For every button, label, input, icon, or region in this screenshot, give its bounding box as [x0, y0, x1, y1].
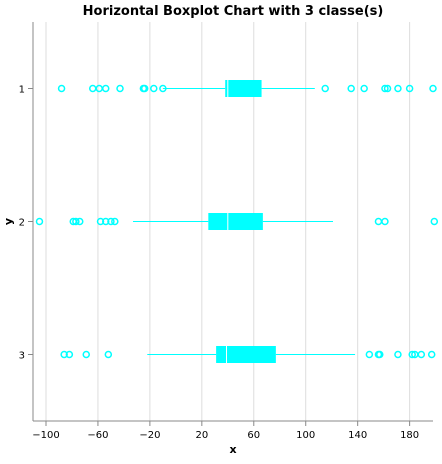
outlier-point — [429, 84, 437, 93]
outlier-point — [60, 350, 68, 359]
outlier-point — [107, 217, 115, 226]
box-group-2 — [35, 213, 439, 230]
outlier-point — [35, 217, 44, 226]
x-tick-label: 140 — [348, 430, 367, 441]
box-group-3 — [60, 346, 436, 363]
axes: −100 −60 −20 20 60 100 140 180 1 2 3 — [19, 22, 433, 441]
outlier-point — [82, 350, 90, 359]
outlier-point — [360, 84, 368, 93]
x-tick-label: 100 — [296, 430, 315, 441]
box — [225, 80, 262, 97]
outlier-point — [394, 350, 402, 359]
x-tick-label: 60 — [247, 430, 260, 441]
outlier-point — [57, 84, 66, 93]
outlier-point — [72, 217, 80, 226]
outlier-point — [405, 84, 414, 93]
outlier-point — [76, 217, 84, 226]
x-tick-label: 180 — [400, 430, 419, 441]
y-tick-label: 2 — [19, 218, 25, 229]
outlier-point — [321, 84, 329, 93]
outlier-point — [347, 84, 355, 93]
outlier-point — [383, 84, 392, 93]
x-tick-label: −60 — [87, 430, 108, 441]
outlier-point — [427, 350, 436, 359]
outlier-point — [96, 217, 105, 226]
outlier-point — [376, 350, 384, 359]
outlier-point — [101, 217, 110, 226]
plot-area — [35, 80, 439, 363]
outlier-point — [417, 350, 426, 359]
outlier-point — [159, 84, 167, 93]
x-tick-label: −100 — [32, 430, 59, 441]
outlier-point — [95, 84, 103, 93]
chart-title: Horizontal Boxplot Chart with 3 classe(s… — [83, 4, 384, 19]
box — [216, 346, 276, 363]
x-tick-label: −20 — [139, 430, 160, 441]
box — [208, 213, 263, 230]
box-group-1 — [57, 80, 437, 97]
outlier-point — [394, 84, 402, 93]
outlier-point — [88, 84, 97, 93]
y-tick-label: 1 — [19, 85, 25, 96]
outlier-point — [111, 217, 119, 226]
outlier-point — [140, 84, 149, 93]
outlier-point — [408, 350, 416, 359]
outlier-point — [116, 84, 124, 93]
outlier-point — [374, 217, 383, 226]
outlier-point — [381, 84, 389, 93]
x-tick-label: 20 — [195, 430, 208, 441]
outlier-point — [430, 217, 439, 226]
outlier-point — [104, 350, 113, 359]
outlier-point — [381, 217, 389, 226]
x-axis-title: x — [229, 443, 236, 456]
outlier-point — [101, 84, 110, 93]
outlier-point — [150, 84, 158, 93]
outlier-point — [365, 350, 374, 359]
y-tick-label: 3 — [19, 351, 25, 362]
outlier-point — [65, 350, 74, 359]
y-axis-title: y — [2, 218, 15, 225]
